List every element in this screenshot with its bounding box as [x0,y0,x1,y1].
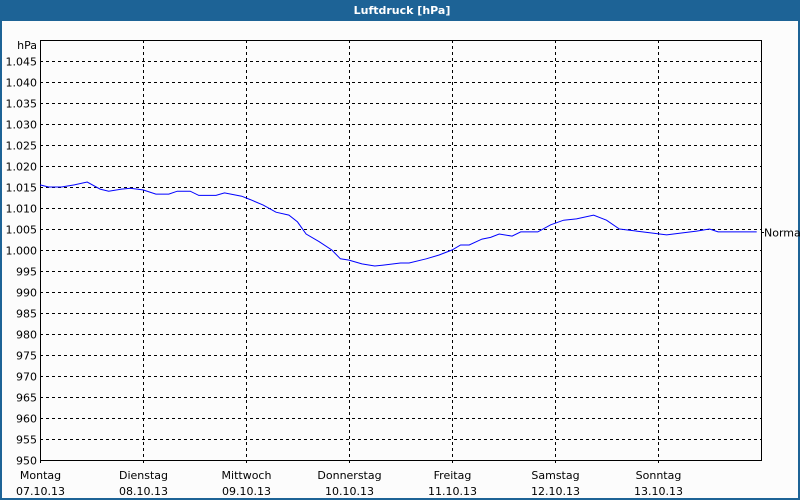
x-tick-day: Sonntag [636,469,682,482]
x-tick-day: Mittwoch [222,469,272,482]
y-tick-label: 1.010 [6,203,38,216]
x-tick-date: 07.10.13 [16,485,65,498]
x-tick-day: Dienstag [119,469,168,482]
x-tick-date: 09.10.13 [222,485,271,498]
y-tick-label: 1.035 [6,98,38,111]
grid [40,40,761,460]
x-tick-day: Montag [20,469,61,482]
x-tick-day: Samstag [531,469,579,482]
x-tick-date: 13.10.13 [634,485,683,498]
y-tick-label: 995 [16,266,37,279]
x-tick-date: 08.10.13 [119,485,168,498]
y-tick-label: 990 [16,287,37,300]
y-tick-label: 980 [16,329,37,342]
annotation-normal: Normal [764,227,800,240]
plot-frame [40,40,762,461]
y-tick-label: 1.000 [6,245,38,258]
y-tick-label: 1.015 [6,182,38,195]
y-tick-label: 950 [16,455,37,468]
y-tick-label: 960 [16,413,37,426]
y-axis: 1.045 1.040 1.035 1.030 1.025 1.020 1.015 1.010… [6,56,38,468]
y-tick-label: 1.025 [6,140,38,153]
y-tick-label: 970 [16,371,37,384]
y-tick-label: 965 [16,392,37,405]
x-tick-day: Freitag [434,469,472,482]
y-tick-label: 1.005 [6,224,38,237]
x-axis: Montag 07.10.13 Dienstag 08.10.13 Mittwoch 09… [16,460,683,498]
y-tick-label: 975 [16,350,37,363]
x-tick-day: Donnerstag [317,469,381,482]
y-axis-label: hPa [17,39,37,52]
x-tick-date: 10.10.13 [325,485,374,498]
y-tick-label: 1.040 [6,77,38,90]
series-line [39,181,757,267]
y-tick-label: 1.030 [6,119,38,132]
y-tick-label: 1.020 [6,161,38,174]
window-title: Luftdruck [hPa] [2,0,800,21]
x-tick-date: 12.10.13 [531,485,580,498]
y-tick-label: 985 [16,308,37,321]
y-tick-label: 955 [16,434,37,447]
x-tick-date: 11.10.13 [428,485,477,498]
y-tick-label: 1.045 [6,56,38,69]
